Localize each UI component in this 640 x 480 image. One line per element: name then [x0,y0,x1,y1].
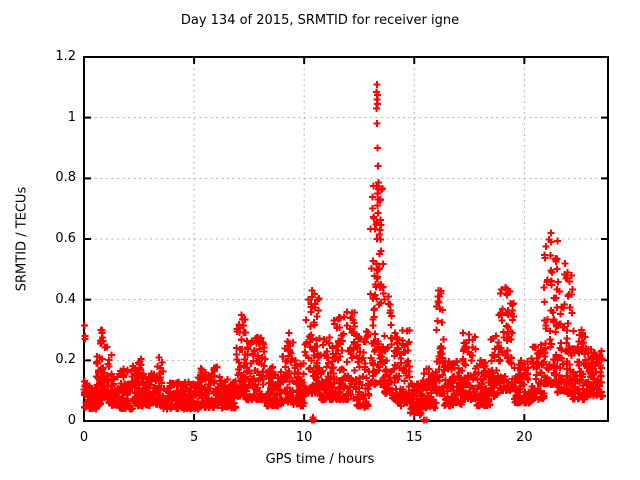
y-tick-label: 1 [67,109,76,125]
scatter-points [80,81,606,424]
y-tick-label: 1.2 [55,49,76,64]
x-tick-label: 20 [516,430,533,445]
y-tick-label: 0.6 [55,231,76,246]
x-axis-label: GPS time / hours [265,452,375,467]
y-tick-label: 0.4 [55,291,76,307]
x-tick-label: 5 [189,430,199,445]
x-tick-label: 10 [295,430,313,445]
y-tick-label: 0 [67,413,76,428]
x-tick-label: 0 [79,430,89,445]
chart-title: Day 134 of 2015, SRMTID for receiver ign… [180,13,460,28]
y-tick-label: 0.2 [55,352,76,368]
x-tick-label: 15 [405,430,423,445]
y-tick-label: 0.8 [55,170,76,186]
